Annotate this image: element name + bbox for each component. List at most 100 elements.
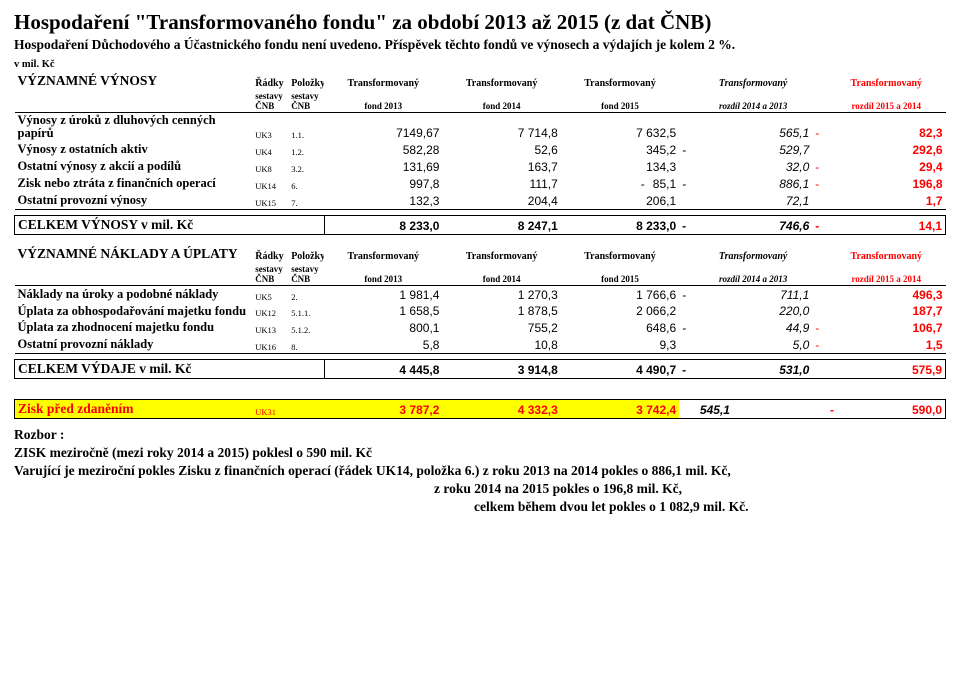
total-d14s: - xyxy=(679,360,694,379)
col-polozky: Položky xyxy=(288,245,324,263)
cell-d15: 187,7 xyxy=(827,303,945,319)
cell-d14s xyxy=(679,113,694,142)
cell-d14: 565,1 xyxy=(694,113,812,142)
cell-v14: 163,7 xyxy=(442,158,560,175)
cell-d15s: - xyxy=(812,158,827,175)
table-row: Výnosy z úroků z dluhových cenných papír… xyxy=(15,113,946,142)
cell-d15: 292,6 xyxy=(827,141,945,158)
cell-v15: 1 766,6 xyxy=(561,286,679,304)
total-d14: 531,0 xyxy=(694,360,812,379)
col-sestavy-2: sestavy ČNB xyxy=(288,263,324,286)
cell-v14: 1 878,5 xyxy=(442,303,560,319)
cell-v13: 997,8 xyxy=(324,175,442,192)
row-label: Ostatní výnosy z akcií a podílů xyxy=(15,158,253,175)
col-sestavy-2: sestavy ČNB xyxy=(288,90,324,113)
cell-v14: 52,6 xyxy=(442,141,560,158)
cell-d14: 5,0 xyxy=(694,336,812,354)
cell-d15s: - xyxy=(812,175,827,192)
cell-v13: 800,1 xyxy=(324,319,442,336)
col-fond2014: fond 2014 xyxy=(442,263,560,286)
cell-d15s xyxy=(812,141,827,158)
col-radky: Řádky xyxy=(252,72,288,90)
cell-v15: 345,2 xyxy=(561,141,679,158)
cell-d14: 711,1 xyxy=(694,286,812,304)
cell-v15: 206,1 xyxy=(561,192,679,210)
cell-d15: 196,8 xyxy=(827,175,945,192)
cell-v14: 10,8 xyxy=(442,336,560,354)
cell-d15: 496,3 xyxy=(827,286,945,304)
total-label: CELKEM VÝDAJE v mil. Kč xyxy=(15,360,325,379)
col-rozdil1413: rozdíl 2014 a 2013 xyxy=(694,90,812,113)
table-row: Zisk nebo ztráta z finančních operací UK… xyxy=(15,175,946,192)
cell-d15: 1,5 xyxy=(827,336,945,354)
total-v14: 3 914,8 xyxy=(442,360,560,379)
cell-v14: 111,7 xyxy=(442,175,560,192)
row-uk: UK8 xyxy=(252,158,288,175)
cell-d14s xyxy=(679,303,694,319)
row-pol: 2. xyxy=(288,286,324,304)
row-pol: 1.2. xyxy=(288,141,324,158)
row-pol: 5.1.2. xyxy=(288,319,324,336)
table-row: Úplata za zhodnocení majetku fondu UK13 … xyxy=(15,319,946,336)
cell-d15: 82,3 xyxy=(827,113,945,142)
row-uk: UK12 xyxy=(252,303,288,319)
revenues-total-row: CELKEM VÝNOSY v mil. Kč 8 233,0 8 247,1 … xyxy=(15,216,946,235)
costs-table: VÝZNAMNÉ NÁKLADY A ÚPLATY Řádky Položky … xyxy=(14,245,946,379)
cell-v13: 131,69 xyxy=(324,158,442,175)
col-fond2015: fond 2015 xyxy=(561,263,679,286)
cell-d15: 1,7 xyxy=(827,192,945,210)
cell-d15s xyxy=(812,303,827,319)
col-fond2013: fond 2013 xyxy=(324,263,442,286)
total-v15: 8 233,0 xyxy=(561,216,679,235)
col-sestavy-1: sestavy ČNB xyxy=(252,90,288,113)
cell-v15: 9,3 xyxy=(561,336,679,354)
cell-d14: 529,7 xyxy=(694,141,812,158)
col-radky: Řádky xyxy=(252,245,288,263)
col-trans-4: Transformovaný xyxy=(694,72,812,90)
row-label: Ostatní provozní náklady xyxy=(15,336,253,354)
total-d14s: - xyxy=(679,216,694,235)
row-uk: UK4 xyxy=(252,141,288,158)
col-trans-1: Transformovaný xyxy=(324,72,442,90)
total-d14: 746,6 xyxy=(694,216,812,235)
cell-v13: 5,8 xyxy=(324,336,442,354)
cell-v15: 7 632,5 xyxy=(561,113,679,142)
cell-d14: 32,0 xyxy=(694,158,812,175)
cell-d14: 220,0 xyxy=(694,303,812,319)
cell-d14s xyxy=(679,158,694,175)
profit-label: Zisk před zdaněním xyxy=(15,400,253,419)
cell-d14s: - xyxy=(679,319,694,336)
row-label: Výnosy z ostatních aktiv xyxy=(15,141,253,158)
total-v15: 4 490,7 xyxy=(561,360,679,379)
page-title: Hospodaření "Transformovaného fondu" za … xyxy=(14,10,946,35)
cell-v14: 755,2 xyxy=(442,319,560,336)
col-sestavy-1: sestavy ČNB xyxy=(252,263,288,286)
unit-label: v mil. Kč xyxy=(14,59,946,70)
col-fond2013: fond 2013 xyxy=(324,90,442,113)
row-pol: 3.2. xyxy=(288,158,324,175)
col-trans-5: Transformovaný xyxy=(827,72,945,90)
cell-d14s xyxy=(679,336,694,354)
cell-d14s: - xyxy=(679,286,694,304)
row-pol: 5.1.1. xyxy=(288,303,324,319)
cell-v15: 134,3 xyxy=(561,158,679,175)
costs-total-row: CELKEM VÝDAJE v mil. Kč 4 445,8 3 914,8 … xyxy=(15,360,946,379)
footer: Rozbor : ZISK meziročně (mezi roky 2014 … xyxy=(14,427,946,515)
cell-d15: 29,4 xyxy=(827,158,945,175)
cell-v14: 7 714,8 xyxy=(442,113,560,142)
profit-v14: 4 332,3 xyxy=(442,400,560,419)
row-label: Úplata za zhodnocení majetku fondu xyxy=(15,319,253,336)
revenues-title: VÝZNAMNÉ VÝNOSY xyxy=(15,72,253,90)
row-uk: UK5 xyxy=(252,286,288,304)
row-uk: UK3 xyxy=(252,113,288,142)
cell-d15s: - xyxy=(812,319,827,336)
col-fond2015: fond 2015 xyxy=(561,90,679,113)
footer-line-2: Varující je meziroční pokles Zisku z fin… xyxy=(14,463,946,479)
col-rozdil1514: rozdíl 2015 a 2014 xyxy=(827,263,945,286)
total-label: CELKEM VÝNOSY v mil. Kč xyxy=(15,216,325,235)
row-uk: UK13 xyxy=(252,319,288,336)
table-row: Ostatní výnosy z akcií a podílů UK8 3.2.… xyxy=(15,158,946,175)
row-uk: UK15 xyxy=(252,192,288,210)
table-row: Ostatní provozní náklady UK16 8. 5,8 10,… xyxy=(15,336,946,354)
profit-row: Zisk před zdaněním UK31 3 787,2 4 332,3 … xyxy=(15,400,946,419)
